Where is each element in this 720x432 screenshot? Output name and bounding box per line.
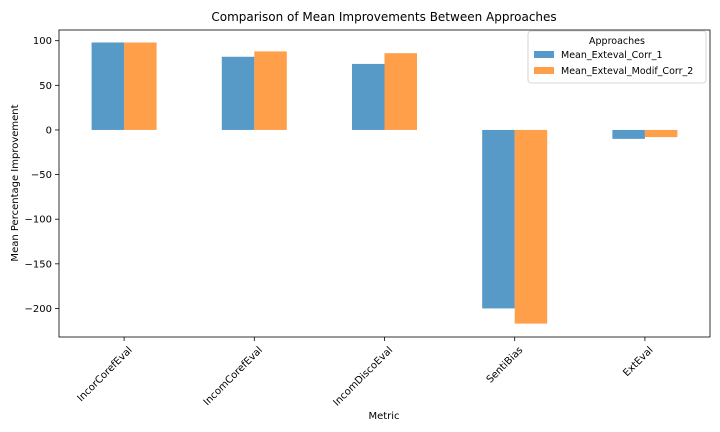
bars-layer (91, 42, 678, 324)
bar-series-2-exteval (644, 129, 678, 138)
legend-label-series-1: Mean_Exteval_Corr_1 (561, 50, 663, 61)
legend-title: Approaches (589, 36, 645, 47)
x-tick-label: IncorCorefEval (75, 345, 134, 404)
y-tick-label: −200 (25, 304, 52, 315)
x-axis-title: Metric (368, 411, 399, 422)
legend-label-series-2: Mean_Exteval_Modif_Corr_2 (561, 66, 693, 77)
y-axis-title: Mean Percentage Improvement (10, 104, 21, 261)
bar-series-1-sentibias (482, 129, 515, 309)
legend-swatch-series-1 (534, 51, 554, 58)
x-tick-label: IncomDiscoEval (331, 345, 395, 409)
bar-series-1-exteval (612, 129, 645, 139)
y-tick-label: −50 (31, 170, 52, 181)
y-tick-label: −100 (25, 215, 52, 226)
y-tick-label: −150 (25, 259, 52, 270)
y-tick-label: 50 (39, 81, 52, 92)
legend-swatch-series-2 (534, 67, 554, 74)
legend: Approaches Mean_Exteval_Corr_1 Mean_Exte… (527, 30, 707, 84)
bar-series-2-sentibias (514, 129, 548, 324)
x-tick-label: SentiBias (485, 345, 526, 386)
x-tick-label: IncomCorefEval (202, 345, 265, 408)
chart-title: Comparison of Mean Improvements Between … (211, 10, 556, 24)
x-tick-label: ExtEval (621, 345, 655, 379)
y-tick-label: 0 (46, 125, 52, 136)
bar-series-2-incorcorefeval (124, 42, 157, 130)
bar-series-1-incorcorefeval (91, 42, 125, 130)
bar-series-1-incomcorefeval (221, 56, 255, 130)
bar-series-1-incomdiscoeval (352, 63, 385, 130)
bar-series-2-incomdiscoeval (384, 53, 417, 130)
legend-box (527, 30, 707, 84)
bar-series-2-incomcorefeval (254, 51, 287, 130)
y-tick-label: 100 (33, 36, 52, 47)
